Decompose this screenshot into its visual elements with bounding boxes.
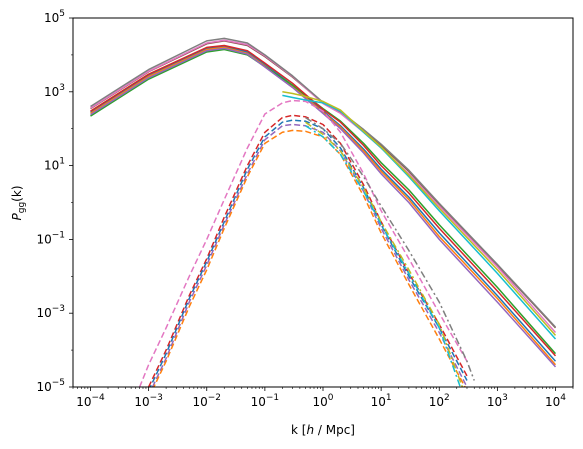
y-axis-title: Pgg(k) (10, 186, 27, 221)
series-line-18 (282, 91, 557, 336)
x-tick-label: 100 (312, 393, 333, 409)
series-line-16 (305, 125, 461, 387)
y-tick-label: 103 (44, 83, 65, 99)
series-line-13 (138, 99, 468, 387)
y-tick-label: 10−3 (36, 304, 65, 320)
x-tick-label: 103 (487, 393, 508, 409)
series-layer (90, 37, 557, 387)
y-tick-label: 10−1 (36, 230, 65, 246)
y-tick-label: 10−5 (36, 378, 65, 394)
series-line-10 (149, 119, 468, 387)
x-tick-label: 101 (371, 393, 392, 409)
series-line-14 (305, 116, 475, 381)
series-line-12 (153, 129, 466, 387)
x-tick-label: 10−1 (251, 393, 280, 409)
x-tick-label: 102 (429, 393, 450, 409)
y-tick-label: 105 (44, 9, 65, 25)
series-line-4 (90, 44, 557, 357)
x-axis-title: k [h / Mpc] (291, 423, 355, 437)
x-tick-label: 10−4 (76, 393, 105, 409)
x-tick-label: 104 (545, 393, 566, 409)
x-tick-label: 10−3 (134, 393, 163, 409)
series-line-11 (151, 123, 468, 387)
series-line-15 (305, 121, 464, 387)
x-tick-label: 10−2 (192, 393, 221, 409)
y-tick-label: 101 (44, 157, 65, 173)
tick-layer: 10−4 10−3 10−2 10−1 100 101 102 103 104 10−5 10−3 1… (36, 9, 574, 409)
series-line-5 (90, 47, 557, 368)
